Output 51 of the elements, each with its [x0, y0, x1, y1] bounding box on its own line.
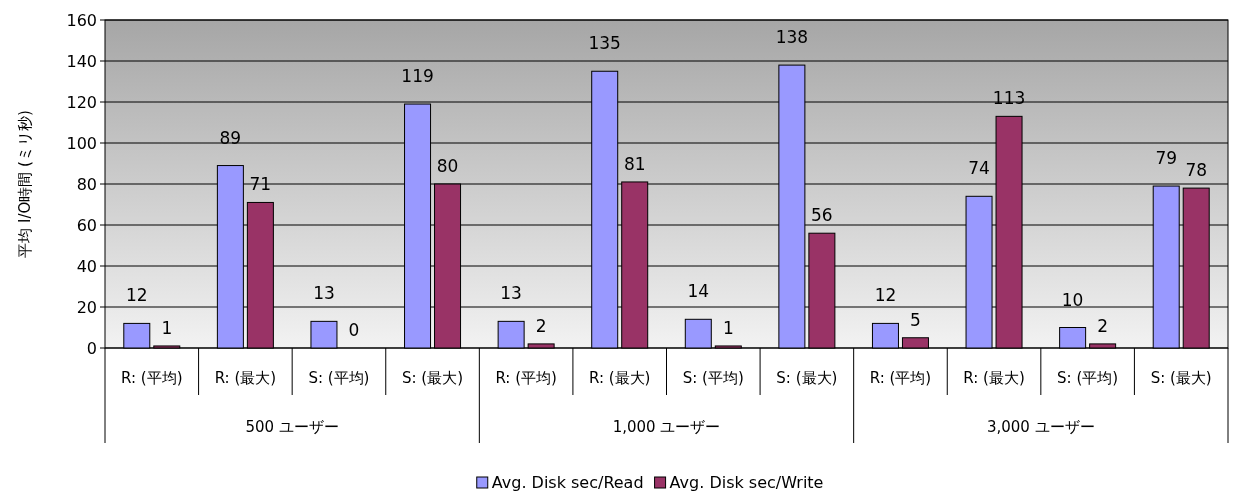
y-tick-label: 120 — [66, 93, 97, 112]
data-label: 13 — [313, 283, 335, 304]
data-label: 2 — [535, 315, 547, 336]
y-tick-label: 140 — [66, 52, 97, 71]
y-tick-label: 100 — [66, 134, 97, 153]
x-tick-label: R: (平均) — [121, 369, 183, 387]
data-label: 0 — [348, 320, 360, 340]
x-tick-label: R: (平均) — [869, 369, 932, 387]
data-label: 135 — [588, 33, 621, 54]
x-tick-label: S: (最大) — [402, 369, 464, 387]
data-label: 138 — [775, 27, 809, 48]
data-label: 10 — [1061, 289, 1084, 310]
data-label: 13 — [500, 283, 522, 304]
data-label: 78 — [1185, 160, 1208, 181]
data-label: 1 — [722, 317, 734, 338]
data-label: 79 — [1155, 148, 1178, 169]
data-label: 71 — [249, 174, 272, 195]
y-tick-label: 0 — [86, 339, 97, 358]
x-tick-label: R: (最大) — [214, 369, 277, 387]
y-tick-label: 160 — [66, 11, 97, 30]
y-tick-label: 20 — [76, 298, 97, 317]
y-tick-label: 80 — [76, 175, 97, 194]
legend-label: Avg. Disk sec/Write — [669, 473, 824, 492]
data-label: 2 — [1097, 315, 1109, 336]
x-tick-label: R: (平均) — [495, 369, 557, 387]
x-tick-label: S: (平均) — [1057, 369, 1119, 387]
data-label: 12 — [874, 285, 897, 306]
data-label: 113 — [992, 88, 1026, 109]
x-tick-label: S: (最大) — [1150, 369, 1212, 387]
data-label: 89 — [219, 127, 242, 148]
legend-label: Avg. Disk sec/Read — [491, 473, 644, 492]
data-label: 56 — [811, 205, 833, 226]
text: 1,000 ユーザー — [612, 418, 721, 436]
data-label: 80 — [436, 156, 459, 176]
data-label: 81 — [623, 153, 646, 174]
data-label: 5 — [910, 309, 921, 330]
x-tick-label: S: (最大) — [776, 369, 838, 387]
y-tick-label: 40 — [76, 257, 97, 276]
data-label: 74 — [968, 158, 990, 179]
x-tick-label: S: (平均) — [682, 369, 744, 387]
data-label: 119 — [401, 66, 434, 87]
data-label: 14 — [687, 281, 710, 302]
y-axis-title: 平均 I/O時間 (ミリ秒) — [16, 110, 34, 258]
x-tick-label: R: (最大) — [963, 369, 1025, 387]
text: 500 ユーザー — [245, 418, 339, 436]
data-label: 12 — [125, 285, 148, 306]
data-label: 1 — [161, 317, 173, 338]
x-tick-label: S: (平均) — [308, 369, 370, 387]
x-tick-label: R: (最大) — [588, 369, 651, 387]
y-tick-label: 60 — [76, 216, 97, 235]
text: 3,000 ユーザー — [986, 418, 1095, 436]
